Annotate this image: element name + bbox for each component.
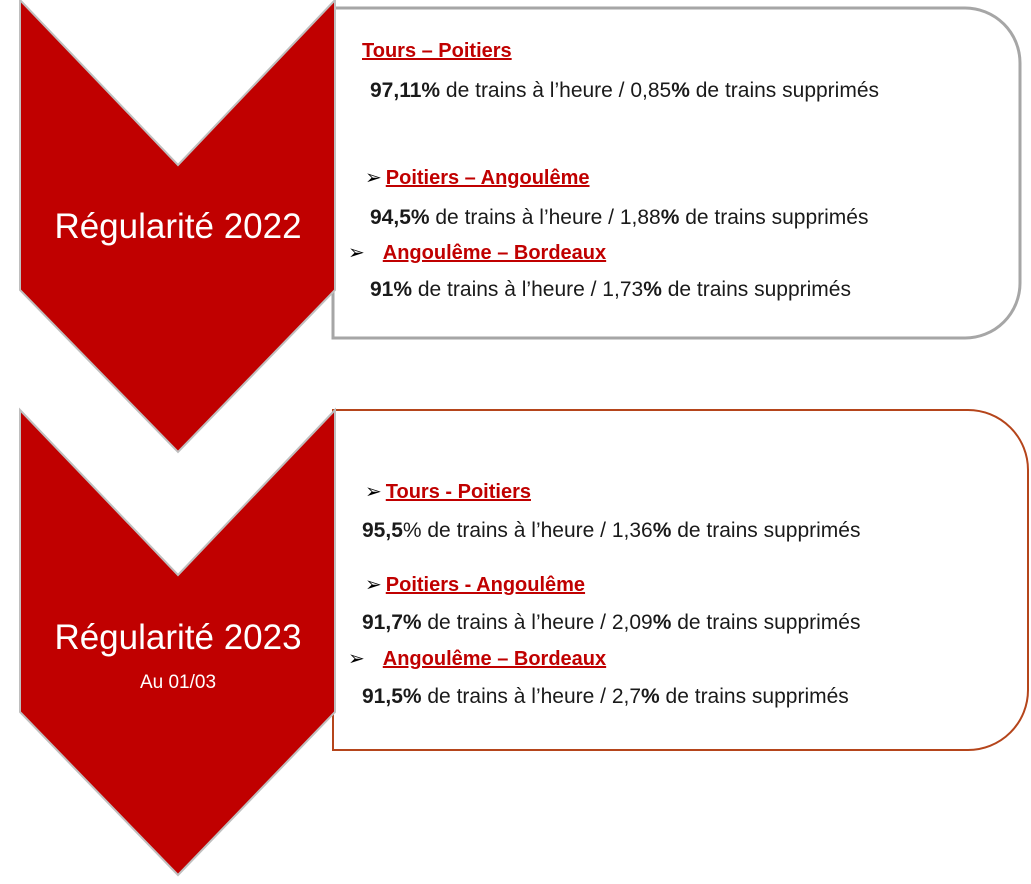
text-run: %: [643, 278, 662, 301]
section-label: Régularité 2023 Au 01/03: [18, 618, 338, 694]
text-run: 91,7%: [362, 611, 422, 634]
label: Régularité 2023: [54, 618, 302, 657]
section-label: Régularité 2022: [18, 207, 338, 247]
text-run: %: [641, 685, 660, 708]
route-stats: 91,7% de trains à l’heure / 2,09% de tra…: [362, 607, 860, 638]
text-run: 95,5: [362, 519, 403, 542]
route-stats: 91% de trains à l’heure / 1,73% de train…: [370, 274, 851, 305]
text-run: 94,5%: [370, 206, 430, 229]
sublabel: Au 01/03: [139, 672, 217, 693]
route-title: Tours - Poitiers: [365, 479, 531, 504]
text-run: de trains à l’heure / 0,85: [440, 79, 672, 102]
text-run: %: [660, 206, 680, 229]
text-run: de trains supprimés: [661, 278, 851, 301]
text-run: de trains à l’heure / 2,7: [421, 685, 642, 708]
text-run: %: [652, 611, 672, 634]
route-title: Tours – Poitiers: [362, 40, 512, 62]
route-title: Poitiers – Angoulême: [365, 165, 590, 190]
text-run: 97,11%: [370, 79, 441, 102]
text-run: de trains supprimés: [689, 79, 880, 102]
route-title: Poitiers - Angoulême: [365, 572, 585, 597]
text-run: %: [671, 79, 690, 102]
label: Régularité 2022: [54, 207, 302, 246]
text-run: de trains supprimés: [679, 206, 869, 229]
route-stats: 95,5% de trains à l’heure / 1,36% de tra…: [362, 515, 860, 546]
text-run: % de trains à l’heure / 1,36: [402, 519, 653, 542]
route-stats: 91,5% de trains à l’heure / 2,7% de trai…: [362, 681, 849, 712]
text-run: de trains à l’heure / 1,73: [412, 278, 644, 301]
text-run: 91,5%: [362, 685, 422, 708]
text-run: %: [652, 519, 672, 542]
chevron: [19, 407, 336, 877]
text-run: de trains supprimés: [671, 519, 861, 542]
text-run: 91%: [370, 278, 413, 301]
route-title: Angoulême – Bordeaux: [348, 240, 606, 265]
text-run: de trains supprimés: [659, 685, 849, 708]
route-title: Angoulême – Bordeaux: [348, 646, 606, 671]
route-stats: 94,5% de trains à l’heure / 1,88% de tra…: [370, 202, 868, 233]
route-stats: 97,11% de trains à l’heure / 0,85% de tr…: [370, 75, 890, 106]
text-run: de trains supprimés: [671, 611, 861, 634]
text-run: de trains à l’heure / 1,88: [429, 206, 661, 229]
chevron: [19, 0, 336, 454]
text-run: de trains à l’heure / 2,09: [421, 611, 653, 634]
